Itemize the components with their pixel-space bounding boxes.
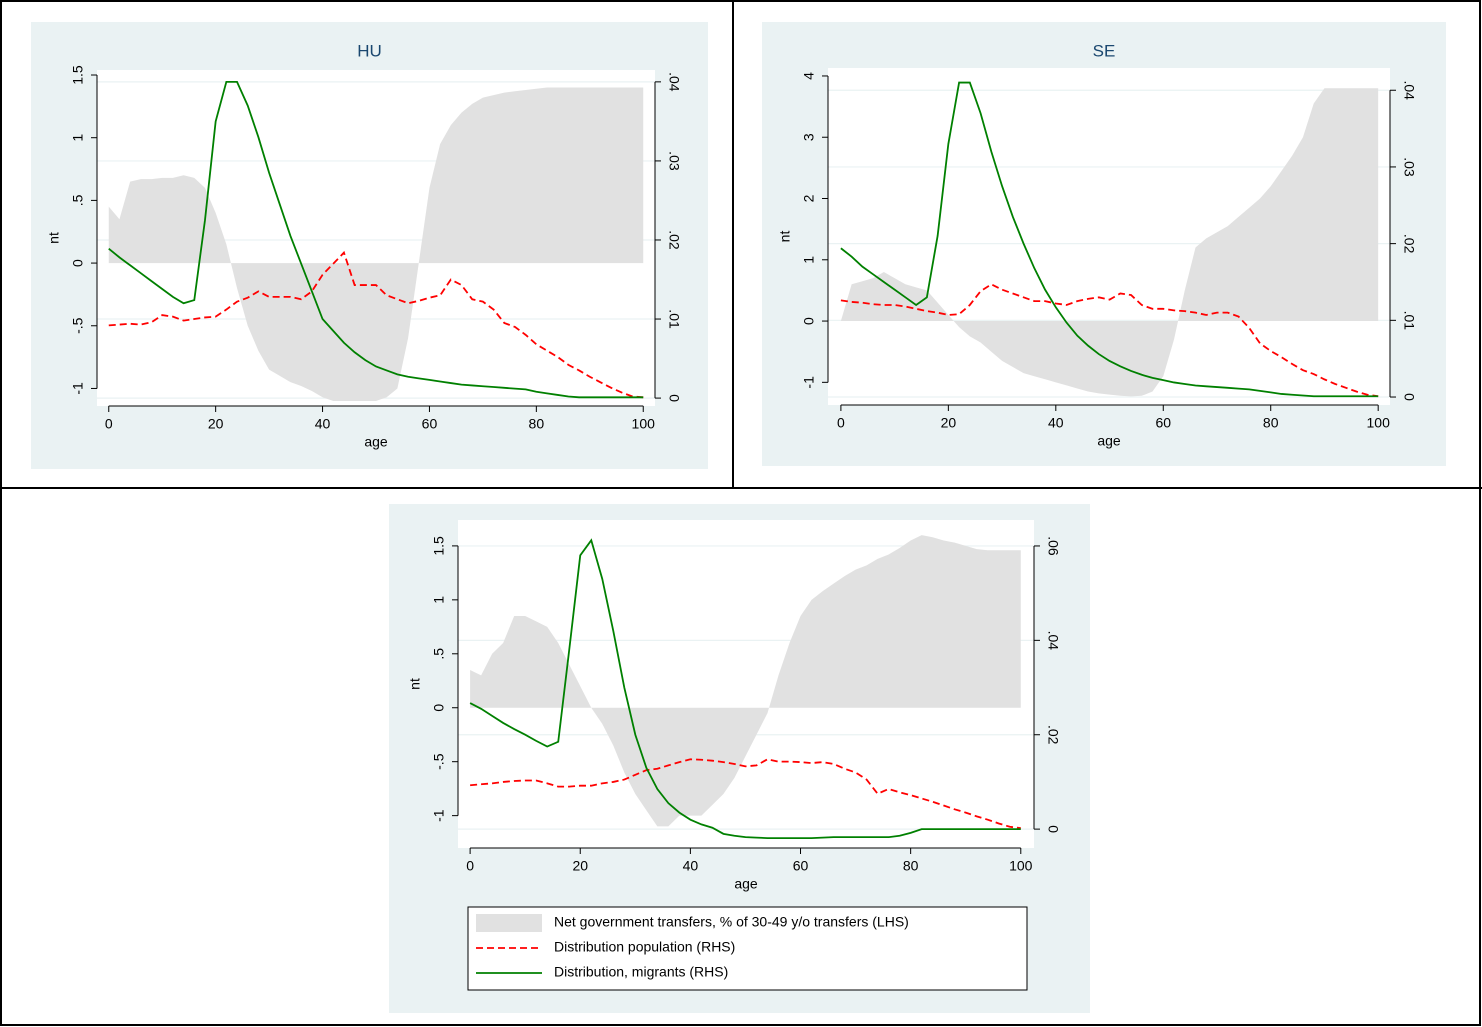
y2-tick-label: .04 — [1045, 631, 1061, 651]
line — [840, 283, 1379, 398]
y2-tick-label: .02 — [666, 230, 682, 250]
x-tick-label: 20 — [208, 416, 224, 432]
y2-tick-label: 0 — [1401, 393, 1417, 401]
y2-tick-label: .04 — [666, 72, 682, 92]
y-tick-label: 1 — [801, 256, 817, 264]
y-tick-label: 4 — [801, 72, 817, 80]
x-tick-label: 100 — [1009, 858, 1033, 874]
y-tick-label: .5 — [70, 194, 86, 206]
legend-label: Net government transfers, % of 30-49 y/o… — [554, 914, 909, 930]
chart-title: HU — [357, 41, 382, 60]
y-axis-title: nt — [46, 232, 62, 244]
x-axis-title: age — [734, 876, 758, 892]
y-tick-label: .5 — [431, 648, 447, 660]
y2-tick-label: .03 — [666, 151, 682, 171]
y-tick-label: -.5 — [431, 753, 447, 770]
x-tick-label: 20 — [572, 858, 588, 874]
y-tick-label: 2 — [801, 194, 817, 202]
y-tick-label: 0 — [431, 704, 447, 712]
x-tick-label: 20 — [941, 415, 957, 431]
y2-tick-label: .02 — [1401, 234, 1417, 254]
y-tick-label: -.5 — [70, 317, 86, 334]
legend-box — [467, 906, 1028, 991]
y-axis-title: nt — [777, 231, 793, 243]
x-tick-label: 60 — [422, 416, 438, 432]
x-tick-label: 80 — [1263, 415, 1279, 431]
x-axis-title: age — [364, 434, 388, 450]
y2-tick-label: 0 — [666, 394, 682, 402]
y2-tick-label: .04 — [1401, 81, 1417, 101]
x-tick-label: 40 — [1048, 415, 1064, 431]
x-tick-label: 100 — [1367, 415, 1391, 431]
x-tick-label: 40 — [683, 858, 699, 874]
y2-tick-label: 0 — [1045, 825, 1061, 833]
y-tick-label: 1.5 — [70, 65, 86, 85]
y-tick-label: 0 — [70, 259, 86, 267]
y2-tick-label: .01 — [666, 309, 682, 329]
y-tick-label: -1 — [431, 809, 447, 822]
legend-label: Distribution population (RHS) — [554, 939, 735, 955]
x-tick-label: 40 — [315, 416, 331, 432]
area — [840, 88, 1379, 397]
x-tick-label: 0 — [466, 858, 474, 874]
line — [840, 81, 1379, 398]
y-tick-label: 0 — [801, 317, 817, 325]
y-axis-title: nt — [407, 678, 423, 690]
x-tick-label: 60 — [793, 858, 809, 874]
legend-swatch — [476, 914, 542, 932]
y2-tick-label: .03 — [1401, 157, 1417, 177]
y2-tick-label: .06 — [1045, 536, 1061, 556]
line — [108, 250, 644, 399]
y-tick-label: -1 — [70, 382, 86, 395]
x-tick-label: 0 — [837, 415, 845, 431]
y-tick-label: 1 — [431, 596, 447, 604]
line — [469, 538, 1021, 839]
y-tick-label: 3 — [801, 133, 817, 141]
area — [470, 535, 1021, 827]
x-tick-label: 80 — [903, 858, 919, 874]
y-tick-label: -1 — [801, 376, 817, 389]
chart-title: SE — [1093, 41, 1116, 60]
x-axis-title: age — [1097, 433, 1121, 449]
x-tick-label: 100 — [632, 416, 656, 432]
line — [108, 80, 644, 399]
area — [108, 87, 644, 401]
x-tick-label: 80 — [529, 416, 545, 432]
y-tick-label: 1.5 — [431, 536, 447, 556]
y2-tick-label: .01 — [1401, 311, 1417, 331]
y-tick-label: 1 — [70, 134, 86, 142]
y2-tick-label: .02 — [1045, 725, 1061, 745]
legend-label: Distribution, migrants (RHS) — [554, 964, 728, 980]
x-tick-label: 60 — [1155, 415, 1171, 431]
x-tick-label: 0 — [105, 416, 113, 432]
line — [470, 758, 1021, 830]
